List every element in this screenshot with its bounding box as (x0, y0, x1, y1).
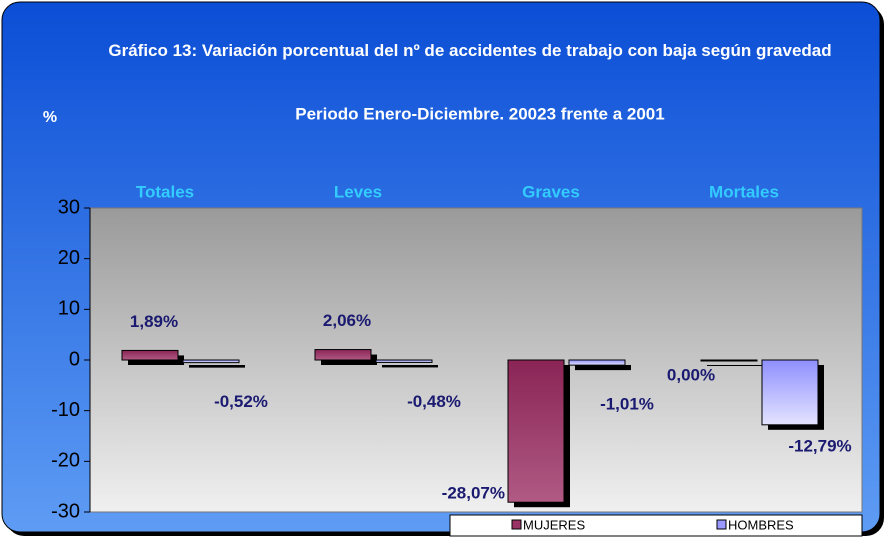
legend-label: MUJERES (523, 517, 585, 532)
legend (449, 514, 863, 537)
bar (568, 359, 626, 366)
bar (182, 359, 240, 364)
value-label: 1,89% (130, 312, 178, 331)
y-tick-label: 20 (58, 247, 80, 269)
y-tick-label: -30 (51, 500, 80, 522)
y-tick-label: -10 (51, 399, 80, 421)
value-label: -1,01% (600, 395, 654, 414)
bar (121, 349, 179, 361)
bar-shadow (707, 365, 763, 366)
bar-shadow (382, 365, 438, 368)
title-box: Gráfico 13: Variación porcentual del nº … (108, 41, 832, 60)
value-label: 2,06% (323, 311, 371, 330)
y-tick-label: 10 (58, 298, 80, 320)
category-label: Mortales (709, 182, 779, 201)
bar (375, 359, 433, 363)
chart-subtitle: Periodo Enero-Diciembre. 20023 frente a … (295, 104, 664, 123)
bar (507, 359, 565, 503)
value-label: 0,00% (667, 365, 715, 384)
bar (700, 359, 758, 362)
category-label: Leves (334, 182, 382, 201)
y-tick-label: 0 (69, 348, 80, 370)
chart-title: Gráfico 13: Variación porcentual del nº … (108, 41, 832, 60)
bar (761, 359, 819, 426)
y-axis-label: % (43, 109, 57, 126)
y-tick-label: 30 (58, 196, 80, 218)
value-label: -28,07% (442, 484, 505, 503)
value-label: -12,79% (788, 436, 851, 455)
legend-swatch (511, 519, 522, 530)
category-label: Totales (136, 182, 194, 201)
category-label: Graves (522, 182, 580, 201)
legend-label: HOMBRES (728, 517, 794, 532)
y-tick-label: -20 (51, 450, 80, 472)
legend-swatch (716, 519, 727, 530)
bar-shadow (575, 365, 631, 371)
bar (314, 349, 372, 361)
value-label: -0,48% (407, 392, 461, 411)
value-label: -0,52% (214, 392, 268, 411)
bar-shadow (189, 365, 245, 368)
